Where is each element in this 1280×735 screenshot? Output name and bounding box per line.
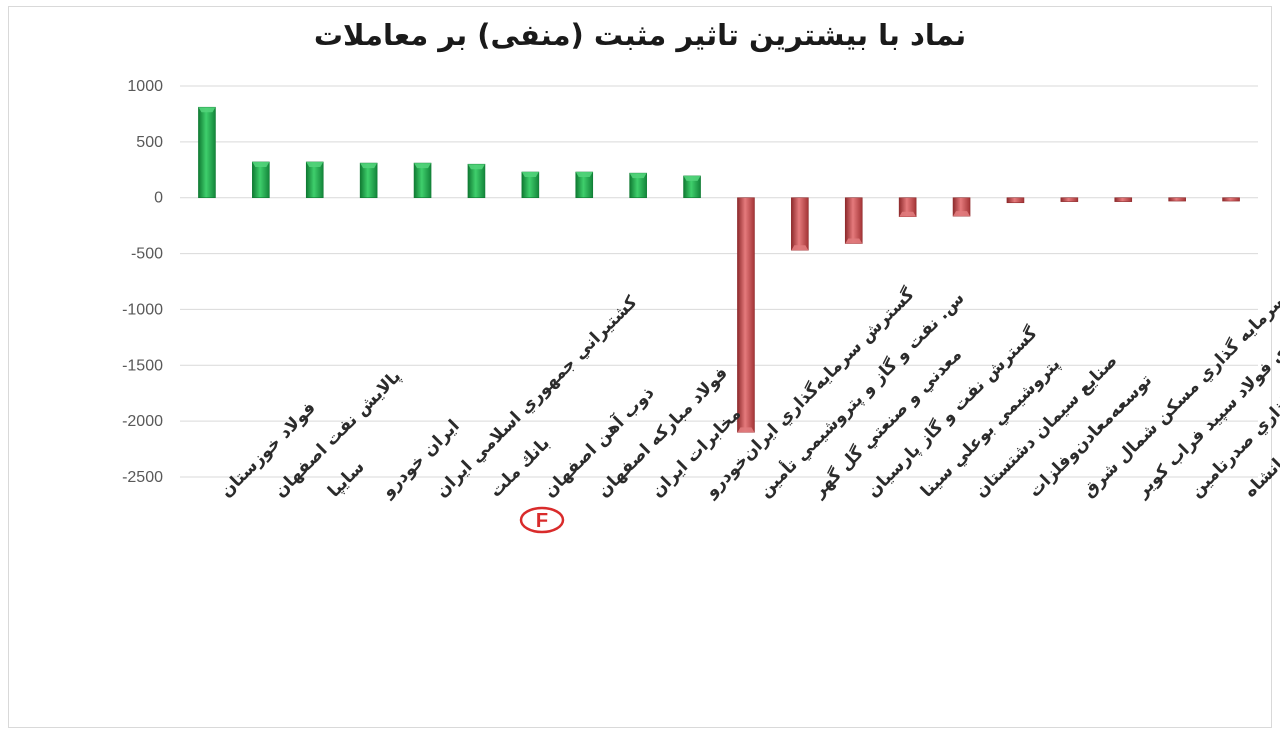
bar-cap xyxy=(683,175,701,181)
bar-body xyxy=(252,161,270,199)
bar xyxy=(359,162,378,199)
y-tick-label: 0 xyxy=(154,190,163,207)
bar-cap xyxy=(252,161,270,167)
bar-body xyxy=(1114,197,1133,202)
y-tick-label: 500 xyxy=(136,134,163,151)
bar-cap xyxy=(360,163,378,169)
bar-body xyxy=(1168,197,1186,202)
bar-cap xyxy=(791,245,809,251)
bar-cap xyxy=(575,172,593,178)
bar xyxy=(1060,197,1079,202)
bar xyxy=(1168,197,1186,202)
bar-cap xyxy=(629,173,647,179)
chart-frame xyxy=(8,6,1272,728)
bar-cap xyxy=(845,238,863,244)
bar xyxy=(844,197,863,244)
logo-badge-icon: F xyxy=(519,506,565,534)
bar-body xyxy=(198,106,216,199)
bar-body xyxy=(413,162,432,199)
bar xyxy=(737,197,755,433)
bar-cap xyxy=(306,161,324,167)
category-label: فولاد خوزستان xyxy=(216,398,319,501)
bar xyxy=(1114,197,1133,202)
bar-cap xyxy=(521,172,539,178)
chart-title: نماد با بیشترین تاثیر مثبت (منفی) بر معا… xyxy=(313,18,967,52)
bar xyxy=(521,171,540,199)
bars xyxy=(198,106,1240,433)
bar xyxy=(413,162,432,199)
y-tick-label: -500 xyxy=(131,246,163,263)
bar-cap xyxy=(414,163,432,169)
bar-body xyxy=(844,197,863,244)
bar-cap xyxy=(953,211,971,217)
bar-body xyxy=(1006,197,1025,204)
bar xyxy=(467,163,486,199)
y-tick-label: -2500 xyxy=(122,469,163,486)
bar xyxy=(1006,197,1025,204)
bar-body xyxy=(467,163,486,199)
bar-body xyxy=(1222,197,1240,202)
bar-cap xyxy=(899,211,917,217)
bar xyxy=(198,106,216,199)
y-axis-ticks: 1000 500 0 -500 -1000 -1500 -2000 -2500 xyxy=(122,78,163,486)
bar xyxy=(952,197,971,217)
bar xyxy=(1222,197,1240,202)
bar xyxy=(629,172,647,199)
category-label: سايپا xyxy=(324,457,368,501)
bar xyxy=(683,175,701,199)
bar xyxy=(898,197,917,218)
bar-body xyxy=(1060,197,1079,202)
bar-body xyxy=(305,161,324,199)
bar xyxy=(252,161,270,199)
y-tick-label: 1000 xyxy=(127,78,163,95)
bar-cap xyxy=(737,427,755,433)
gridlines xyxy=(180,85,1258,478)
svg-text:F: F xyxy=(536,510,548,532)
bar-body xyxy=(737,197,755,433)
bar-body xyxy=(791,197,809,251)
bar-cap xyxy=(198,107,216,113)
y-tick-label: -1500 xyxy=(122,357,163,374)
y-tick-label: -2000 xyxy=(122,413,163,430)
bar xyxy=(575,171,594,199)
y-tick-label: -1000 xyxy=(122,301,163,318)
bar xyxy=(305,161,324,199)
bar-cap xyxy=(467,164,485,170)
bar-body xyxy=(359,162,378,199)
bar xyxy=(791,197,809,251)
